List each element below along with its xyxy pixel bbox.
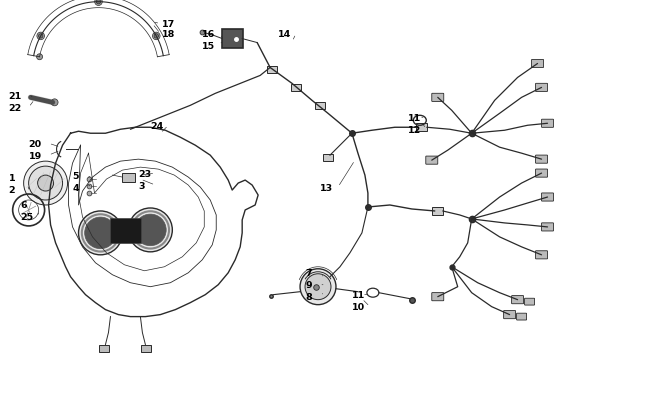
Text: 11: 11 <box>352 290 365 299</box>
Text: 9: 9 <box>305 281 311 290</box>
Circle shape <box>38 35 43 39</box>
Text: 25: 25 <box>21 213 34 222</box>
Text: 15: 15 <box>202 42 215 51</box>
FancyBboxPatch shape <box>315 102 325 109</box>
Circle shape <box>135 215 166 246</box>
Text: 18: 18 <box>162 30 176 39</box>
Circle shape <box>300 269 336 305</box>
FancyBboxPatch shape <box>426 157 437 165</box>
Text: 21: 21 <box>8 92 22 100</box>
Circle shape <box>36 55 42 61</box>
Text: 5: 5 <box>73 171 79 180</box>
FancyBboxPatch shape <box>532 60 543 68</box>
FancyBboxPatch shape <box>541 194 554 202</box>
Circle shape <box>38 176 53 192</box>
Circle shape <box>84 217 116 249</box>
Circle shape <box>96 0 101 5</box>
FancyBboxPatch shape <box>99 345 109 352</box>
Text: 2: 2 <box>8 185 16 194</box>
FancyBboxPatch shape <box>323 154 333 161</box>
Text: 19: 19 <box>29 151 42 160</box>
Text: 14: 14 <box>278 30 291 39</box>
Circle shape <box>79 211 122 255</box>
Text: 12: 12 <box>408 126 421 134</box>
FancyBboxPatch shape <box>432 207 443 215</box>
FancyBboxPatch shape <box>432 293 444 301</box>
Circle shape <box>23 162 68 205</box>
Circle shape <box>305 274 331 300</box>
FancyBboxPatch shape <box>536 84 547 92</box>
FancyBboxPatch shape <box>416 124 427 132</box>
FancyBboxPatch shape <box>432 94 444 102</box>
Circle shape <box>29 167 62 200</box>
FancyBboxPatch shape <box>536 251 547 259</box>
FancyBboxPatch shape <box>541 223 554 231</box>
FancyBboxPatch shape <box>504 311 515 319</box>
Circle shape <box>154 35 159 39</box>
FancyBboxPatch shape <box>222 30 242 49</box>
FancyBboxPatch shape <box>512 296 523 304</box>
Text: 13: 13 <box>320 183 333 192</box>
Circle shape <box>51 100 58 107</box>
FancyBboxPatch shape <box>142 345 151 352</box>
FancyBboxPatch shape <box>541 120 554 128</box>
Text: 11: 11 <box>408 113 421 122</box>
Circle shape <box>153 33 160 40</box>
Circle shape <box>95 0 102 6</box>
Text: 3: 3 <box>138 181 145 190</box>
Text: 16: 16 <box>202 30 216 39</box>
Text: 6: 6 <box>21 201 27 210</box>
Text: 10: 10 <box>352 303 365 311</box>
FancyBboxPatch shape <box>291 85 301 92</box>
Text: 23: 23 <box>138 169 151 178</box>
Text: 1: 1 <box>8 173 16 182</box>
FancyBboxPatch shape <box>525 298 534 305</box>
Text: 20: 20 <box>29 139 42 148</box>
Text: 8: 8 <box>305 292 312 301</box>
Circle shape <box>129 209 172 252</box>
FancyBboxPatch shape <box>267 67 277 74</box>
FancyBboxPatch shape <box>110 219 141 244</box>
Text: 22: 22 <box>8 104 22 113</box>
FancyBboxPatch shape <box>536 170 547 178</box>
Text: 17: 17 <box>162 20 176 29</box>
FancyBboxPatch shape <box>517 313 526 320</box>
FancyBboxPatch shape <box>122 173 135 182</box>
FancyBboxPatch shape <box>536 156 547 164</box>
Circle shape <box>37 33 44 40</box>
Text: 4: 4 <box>73 183 79 192</box>
Text: 7: 7 <box>305 269 311 277</box>
Text: 24: 24 <box>150 122 164 130</box>
